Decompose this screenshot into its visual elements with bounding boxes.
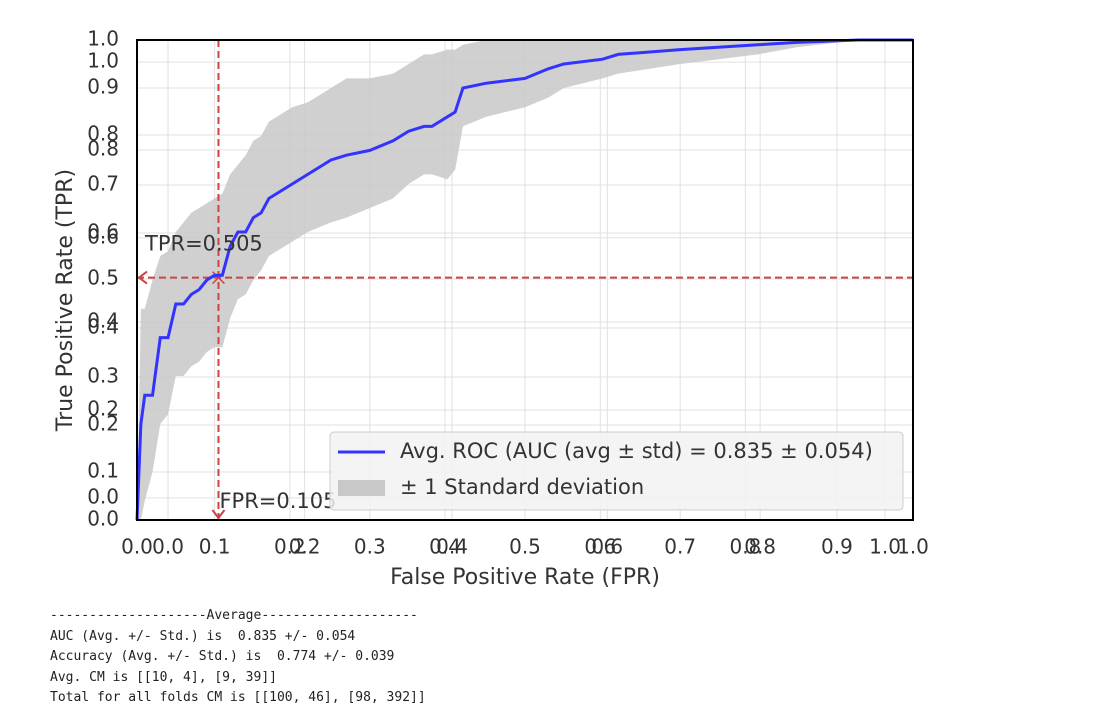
y-tick-label: 0.8 [87,122,119,146]
y-tick-label: 0.9 [87,75,119,99]
legend-patch [338,480,385,496]
console-output: --------------------Average-------------… [50,606,426,709]
y-tick-label: 0.2 [87,397,119,421]
y-tick-label: 0.4 [87,309,119,333]
tpr-annotation: TPR=0.505 [144,232,263,256]
y-tick-label: 0.5 [87,266,119,290]
y-tick-label: 0.0 [87,484,119,508]
x-tick-label: 1.0 [869,535,901,559]
y-tick-label: 0.8 [87,136,119,160]
y-tick-label: 0.6 [87,224,119,248]
fpr-arrow [211,509,226,520]
x-tick-label: 0.0 [121,535,153,559]
legend-label: Avg. ROC (AUC (avg ± std) = 0.835 ± 0.05… [400,439,873,463]
y-axis-label: True Positive Rate (TPR) [53,169,78,432]
console-line: Avg. CM is [[10, 4], [9, 39]] [50,669,277,685]
x-tick-label: 0.9 [821,535,853,559]
console-line: AUC (Avg. +/- Std.) is 0.835 +/- 0.054 [50,628,356,644]
chart: 0.0 0.0 0.1 0.20.2 0.3 0.40.4 0.5 0.60.6 0.7 0.80… [53,27,929,591]
console-line: --------------------Average-------------… [50,608,418,623]
x-tick-label: 0.2 [274,535,306,559]
y-tick-label: 0.2 [87,411,119,435]
console-line: Accuracy (Avg. +/- Std.) is 0.774 +/- 0.… [50,649,395,664]
fpr-annotation: FPR=0.105 [219,489,336,513]
x-tick-label: 0.5 [509,535,541,559]
x-tick-label: 0.2 [289,535,321,559]
y-tick-label: 0.3 [87,363,119,387]
x-tick-label: 0.4 [429,535,461,559]
x-axis-label: False Positive Rate (FPR) [390,565,660,590]
y-tick-label: 0.1 [87,459,119,483]
y-tick-label: 0.7 [87,171,119,195]
x-tick-label: 0.1 [199,535,231,559]
x-tick-label: 0.3 [354,535,386,559]
plot-frame [136,39,914,521]
y-tick-label: 0.6 [87,219,119,243]
y-tick-label: 0.0 [87,507,119,531]
y-tick-label: 0.4 [87,315,119,339]
legend-box [329,431,904,511]
x-tick-label: 1.0 [897,535,929,559]
x-tick-label: 0.0 [152,535,184,559]
x-tick-label: 0.6 [591,535,623,559]
y-tick-label: 1.0 [87,27,119,51]
x-tick-label: 0.8 [744,535,776,559]
x-tick-label: 0.4 [436,535,468,559]
x-tick-label: 0.8 [729,535,761,559]
x-tick-label: 0.6 [584,535,616,559]
x-tick-label: 0.7 [664,535,696,559]
roc-line [135,38,913,521]
console-line: Total for all folds CM is [[100, 46], [9… [50,690,426,705]
legend-label: ± 1 Standard deviation [400,475,644,499]
tpr-arrow [137,270,148,285]
y-tick-label: 1.0 [87,49,119,73]
